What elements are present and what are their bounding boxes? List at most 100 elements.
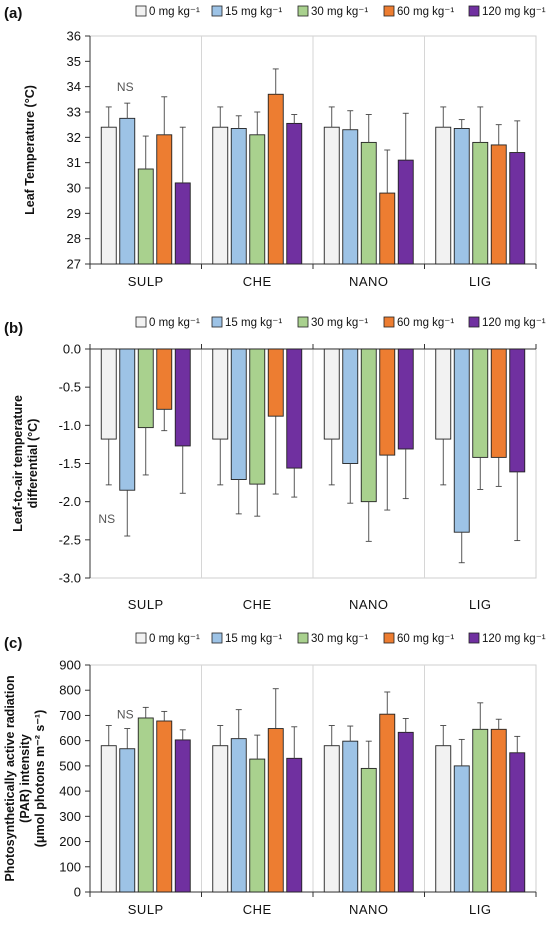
panel-label: (b) [4, 320, 23, 337]
panel-b: (b) 0 mg kg⁻¹ 15 mg kg⁻¹ 30 mg kg⁻¹ 60 mg kg… [4, 316, 546, 612]
y-tick-label: -2.0 [59, 494, 81, 509]
legend-swatch [135, 5, 147, 17]
y-tick-label: 0.0 [63, 342, 81, 357]
bar [212, 745, 229, 893]
y-axis-title-line: Leaf Temperature (°C) [23, 85, 37, 215]
legend-label: 60 mg kg⁻¹ [397, 6, 454, 18]
bar [472, 348, 489, 458]
legend-swatch [135, 632, 147, 644]
legend: 0 mg kg⁻¹ 15 mg kg⁻¹ 30 mg kg⁻¹ 60 mg kg⁻¹ 1… [135, 316, 546, 329]
legend-label: 120 mg kg⁻¹ [482, 6, 546, 18]
category-label: CHE [243, 274, 272, 289]
legend-swatch [383, 5, 395, 17]
category-label: LIG [469, 274, 491, 289]
legend-label: 0 mg kg⁻¹ [149, 633, 200, 645]
bar [174, 182, 191, 265]
bar [360, 348, 377, 503]
category-label: SULP [128, 597, 164, 612]
bars [100, 68, 526, 265]
y-axis-title: Leaf-to-air temperature differential (°C) [11, 395, 40, 532]
legend-label: 120 mg kg⁻¹ [482, 633, 546, 645]
bar [286, 757, 303, 893]
bar [267, 728, 284, 893]
panel-label: (a) [4, 5, 22, 22]
y-tick-label: -2.5 [59, 532, 81, 547]
y-tick-label: -1.0 [59, 418, 81, 433]
bar [119, 748, 136, 893]
bar [174, 348, 191, 447]
bar [249, 134, 266, 265]
bar [156, 720, 173, 893]
legend-swatch [297, 316, 309, 328]
legend: 0 mg kg⁻¹ 15 mg kg⁻¹ 30 mg kg⁻¹ 60 mg kg⁻¹ 1… [135, 632, 546, 645]
category-label: NANO [349, 274, 389, 289]
bar [100, 348, 117, 440]
bar [360, 141, 377, 265]
y-tick-label: 900 [59, 658, 81, 673]
bar [137, 168, 154, 265]
legend-label: 30 mg kg⁻¹ [311, 633, 368, 645]
bar [230, 348, 247, 480]
y-axis-title-line: differential (°C) [26, 419, 40, 509]
bar [342, 740, 359, 893]
legend-label: 0 mg kg⁻¹ [149, 317, 200, 329]
legend-label: 120 mg kg⁻¹ [482, 317, 546, 329]
bar [472, 728, 489, 893]
category-label: CHE [243, 902, 272, 917]
bar [397, 159, 414, 265]
legend: 0 mg kg⁻¹ 15 mg kg⁻¹ 30 mg kg⁻¹ 60 mg kg⁻¹ 1… [135, 5, 546, 18]
y-tick-label: -3.0 [59, 571, 81, 586]
bar [119, 117, 136, 265]
category-label: NANO [349, 597, 389, 612]
legend-swatch [383, 632, 395, 644]
legend-swatch [211, 632, 223, 644]
y-tick-label: -0.5 [59, 380, 81, 395]
legend-swatch [468, 316, 480, 328]
bar [360, 767, 377, 893]
y-axis-title-line: (PAR) intensity [18, 734, 32, 823]
bar [323, 348, 340, 440]
y-axis-title: Leaf Temperature (°C) [23, 85, 37, 215]
legend-label: 15 mg kg⁻¹ [225, 6, 282, 18]
legend-label: 30 mg kg⁻¹ [311, 317, 368, 329]
bar [323, 126, 340, 265]
bar [174, 739, 191, 893]
bar [379, 348, 396, 456]
legend-label: 30 mg kg⁻¹ [311, 6, 368, 18]
y-tick-label: 100 [59, 859, 81, 874]
bar [286, 122, 303, 265]
legend-label: 0 mg kg⁻¹ [149, 6, 200, 18]
bar [342, 129, 359, 265]
category-label: SULP [128, 902, 164, 917]
y-tick-label: -1.5 [59, 456, 81, 471]
significance-note: NS [117, 708, 134, 722]
bar [509, 348, 526, 473]
category-label: LIG [469, 902, 491, 917]
significance-note: NS [117, 80, 134, 94]
bar [286, 348, 303, 469]
legend-swatch [468, 5, 480, 17]
bar [342, 348, 359, 464]
bar [230, 738, 247, 893]
legend-label: 60 mg kg⁻¹ [397, 317, 454, 329]
significance-note: NS [98, 512, 115, 526]
y-tick-label: 31 [67, 155, 81, 170]
y-axis-title: Photosynthetically active radiation (PAR)… [3, 675, 47, 881]
bar [490, 348, 507, 458]
y-tick-label: 35 [67, 54, 81, 69]
y-tick-label: 29 [67, 206, 81, 221]
bar [397, 731, 414, 893]
y-tick-label: 36 [67, 29, 81, 44]
y-axis-title-line: Leaf-to-air temperature [11, 395, 25, 532]
y-tick-label: 700 [59, 708, 81, 723]
panel-label: (c) [4, 635, 22, 652]
y-tick-label: 33 [67, 105, 81, 120]
category-label: CHE [243, 597, 272, 612]
legend-swatch [211, 5, 223, 17]
bar [249, 348, 266, 485]
bar [249, 758, 266, 893]
bar [453, 765, 470, 893]
bar [100, 745, 117, 893]
bar [119, 348, 136, 491]
